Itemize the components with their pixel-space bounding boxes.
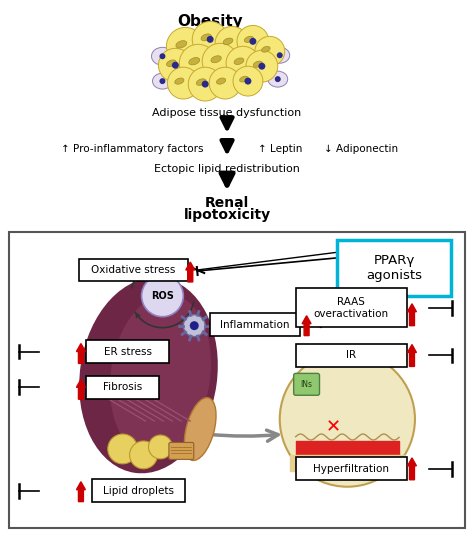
Circle shape xyxy=(183,315,205,336)
Circle shape xyxy=(179,44,217,82)
Text: Adipose tissue dysfunction: Adipose tissue dysfunction xyxy=(153,108,301,118)
Circle shape xyxy=(249,38,256,45)
Circle shape xyxy=(275,76,281,82)
Ellipse shape xyxy=(234,58,244,65)
Circle shape xyxy=(207,36,214,43)
FancyArrow shape xyxy=(408,344,417,367)
Circle shape xyxy=(215,26,249,60)
Circle shape xyxy=(188,67,222,101)
Circle shape xyxy=(172,62,179,68)
Ellipse shape xyxy=(201,34,211,41)
Circle shape xyxy=(148,435,173,459)
Circle shape xyxy=(245,78,251,85)
Text: Obesity: Obesity xyxy=(177,13,243,29)
Ellipse shape xyxy=(223,38,233,45)
FancyBboxPatch shape xyxy=(86,340,169,363)
Ellipse shape xyxy=(262,46,270,52)
Circle shape xyxy=(237,25,269,57)
Circle shape xyxy=(226,46,260,80)
Ellipse shape xyxy=(189,58,200,65)
Text: IR: IR xyxy=(346,350,356,361)
Circle shape xyxy=(166,27,204,65)
Ellipse shape xyxy=(184,398,216,460)
Text: ROS: ROS xyxy=(151,291,174,301)
Ellipse shape xyxy=(253,61,263,67)
FancyArrow shape xyxy=(302,316,311,336)
Circle shape xyxy=(209,67,241,99)
Circle shape xyxy=(233,66,263,96)
Circle shape xyxy=(190,321,199,330)
Text: Inflammation: Inflammation xyxy=(220,320,290,330)
FancyBboxPatch shape xyxy=(294,374,319,395)
Ellipse shape xyxy=(196,79,206,85)
FancyArrow shape xyxy=(76,343,85,363)
Circle shape xyxy=(277,52,283,58)
Text: Hyperfiltration: Hyperfiltration xyxy=(313,464,389,474)
FancyArrow shape xyxy=(408,458,417,480)
FancyBboxPatch shape xyxy=(92,479,185,502)
Circle shape xyxy=(158,49,192,82)
FancyBboxPatch shape xyxy=(296,344,407,367)
FancyBboxPatch shape xyxy=(296,288,407,327)
Ellipse shape xyxy=(268,71,288,87)
Ellipse shape xyxy=(211,56,221,63)
Circle shape xyxy=(159,78,165,84)
Circle shape xyxy=(255,36,285,66)
FancyBboxPatch shape xyxy=(337,240,451,296)
Text: Lipid droplets: Lipid droplets xyxy=(103,486,174,496)
Text: Ectopic lipid redistribution: Ectopic lipid redistribution xyxy=(154,164,300,174)
Text: RAAS
overactivation: RAAS overactivation xyxy=(314,297,389,319)
Text: lipotoxicity: lipotoxicity xyxy=(183,209,271,223)
Text: Oxidative stress: Oxidative stress xyxy=(91,265,176,275)
Ellipse shape xyxy=(79,278,218,473)
Ellipse shape xyxy=(240,76,248,82)
Ellipse shape xyxy=(217,78,226,84)
Text: Fibrosis: Fibrosis xyxy=(103,382,142,392)
Circle shape xyxy=(142,275,183,317)
Text: ↑ Pro-inflammatory factors: ↑ Pro-inflammatory factors xyxy=(61,144,203,154)
Circle shape xyxy=(108,434,137,464)
Circle shape xyxy=(202,81,209,87)
Ellipse shape xyxy=(152,47,173,65)
Circle shape xyxy=(192,22,228,57)
FancyBboxPatch shape xyxy=(169,443,194,459)
Ellipse shape xyxy=(244,36,254,43)
Ellipse shape xyxy=(176,40,187,48)
Text: ER stress: ER stress xyxy=(104,347,152,356)
Text: INs: INs xyxy=(301,380,312,389)
Ellipse shape xyxy=(270,47,290,63)
Circle shape xyxy=(167,67,199,99)
FancyBboxPatch shape xyxy=(296,458,407,480)
Circle shape xyxy=(246,50,278,82)
Text: Renal: Renal xyxy=(205,196,249,210)
Text: ↑ Leptin: ↑ Leptin xyxy=(258,144,302,154)
FancyArrow shape xyxy=(76,379,85,399)
FancyBboxPatch shape xyxy=(9,232,465,528)
Ellipse shape xyxy=(175,78,184,84)
Circle shape xyxy=(202,43,238,79)
FancyBboxPatch shape xyxy=(79,259,188,281)
Text: ✕: ✕ xyxy=(326,418,341,436)
FancyArrow shape xyxy=(76,482,85,502)
FancyBboxPatch shape xyxy=(86,376,159,399)
Ellipse shape xyxy=(110,294,211,457)
Text: ↓ Adiponectin: ↓ Adiponectin xyxy=(325,144,399,154)
Text: PPARγ
agonists: PPARγ agonists xyxy=(366,254,422,282)
Circle shape xyxy=(280,351,415,487)
Circle shape xyxy=(129,441,157,469)
Ellipse shape xyxy=(153,73,173,89)
Circle shape xyxy=(159,53,165,59)
FancyArrow shape xyxy=(186,262,195,282)
Circle shape xyxy=(258,63,265,70)
Ellipse shape xyxy=(166,60,176,66)
FancyArrow shape xyxy=(408,304,417,326)
FancyBboxPatch shape xyxy=(210,313,300,336)
